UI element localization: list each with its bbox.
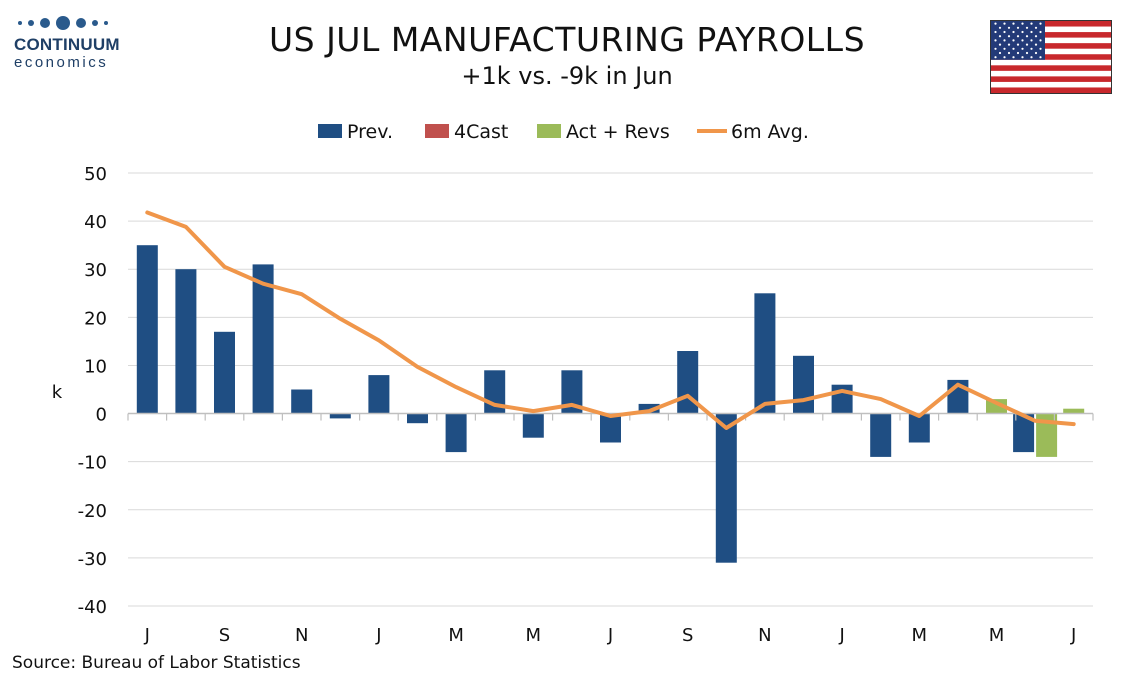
chart-subtitle: +1k vs. -9k in Jun	[461, 62, 673, 90]
logo-brand-text: CONTINUUM	[14, 35, 120, 54]
x-tick-label: J	[607, 625, 613, 646]
y-tick-label: 20	[84, 308, 107, 329]
prev-bar	[291, 389, 313, 414]
x-tick-label: J	[144, 625, 150, 646]
y-axis-ticks: -40 -30 -20 -10 0 10 20 30 40 50	[78, 164, 107, 618]
x-tick-label: M	[912, 625, 928, 646]
prev-bar	[136, 245, 158, 414]
y-tick-label: 40	[84, 212, 107, 233]
legend-label: Act + Revs	[566, 121, 670, 143]
prev-bar	[638, 403, 660, 414]
actual-bar	[1036, 413, 1058, 457]
actual-bar	[1063, 408, 1085, 414]
y-tick-label: 0	[96, 405, 107, 426]
legend-swatch	[425, 124, 449, 138]
prev-bar	[754, 293, 776, 414]
legend-swatch	[318, 124, 342, 138]
y-tick-label: 10	[84, 356, 107, 377]
x-tick-label: M	[448, 625, 464, 646]
logo-dots-icon	[18, 14, 134, 32]
prev-bar	[908, 413, 930, 443]
x-tick-label: N	[295, 625, 308, 646]
prev-bar	[252, 264, 274, 414]
six-month-average-polyline	[145, 210, 1076, 430]
source-note: Source: Bureau of Labor Statistics	[12, 653, 301, 673]
prev-bar	[407, 413, 428, 424]
legend-label: 4Cast	[454, 121, 508, 143]
prev-bar	[870, 413, 892, 457]
y-tick-label: -10	[78, 453, 107, 474]
prev-bar	[445, 413, 467, 453]
prev-bar	[175, 269, 197, 414]
y-tick-label: -40	[78, 597, 107, 618]
prev-bar	[522, 413, 544, 438]
prev-bar	[561, 370, 583, 414]
y-axis-label: k	[52, 382, 63, 403]
prev-bar	[793, 355, 814, 414]
prev-bar	[1013, 413, 1035, 453]
continuum-logo: CONTINUUM economics	[14, 14, 134, 71]
x-tick-label: M	[526, 625, 542, 646]
six-month-average-line	[145, 210, 1076, 430]
gridlines	[128, 172, 1093, 607]
legend-label: 6m Avg.	[731, 121, 809, 143]
legend: Prev. 4Cast Act + Revs 6m Avg.	[318, 121, 809, 143]
x-tick-label: M	[989, 625, 1005, 646]
chart-title: US JUL MANUFACTURING PAYROLLS	[268, 20, 866, 59]
prev-bar	[600, 413, 621, 443]
bars	[136, 245, 1085, 563]
y-tick-label: -20	[78, 501, 107, 522]
x-tick-label: S	[682, 625, 693, 646]
prev-bar	[368, 375, 390, 414]
x-tick-label: J	[838, 625, 844, 646]
x-tick-label: J	[375, 625, 381, 646]
legend-swatch	[537, 124, 561, 138]
y-tick-label: -30	[78, 549, 107, 570]
y-tick-label: 50	[84, 164, 107, 185]
prev-bar	[715, 413, 737, 563]
y-tick-label: 30	[84, 260, 107, 281]
x-tick-label: S	[219, 625, 230, 646]
x-tick-label: J	[1070, 625, 1076, 646]
x-tick-label: N	[758, 625, 771, 646]
us-flag-icon	[990, 20, 1112, 94]
x-axis	[127, 412, 1094, 421]
prev-bar	[329, 413, 351, 419]
legend-label: Prev.	[347, 121, 393, 143]
prev-bar	[214, 331, 235, 414]
logo-sub-text: economics	[14, 54, 109, 71]
